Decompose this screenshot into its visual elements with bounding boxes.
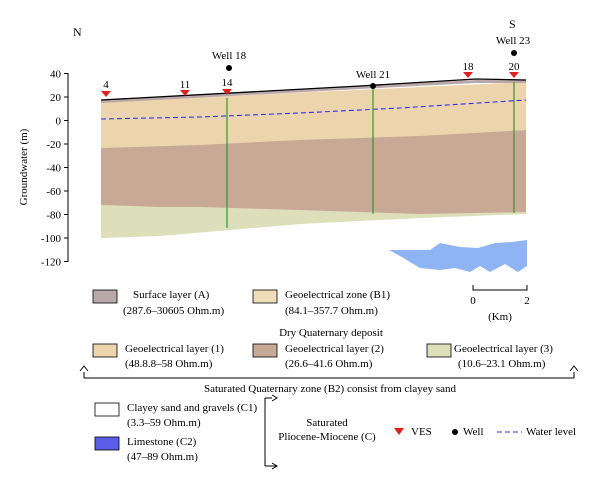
legend-ves-symbol [394, 428, 404, 435]
ves-label-14: 14 [222, 77, 234, 89]
legend-limestone-c2-name: Limestone (C2) [127, 436, 197, 448]
legend-layer1-range: (48.8.8–58 Ohm.m) [125, 358, 213, 370]
legend-surface-layer-range: (287.6–30605 Ohm.m) [123, 305, 224, 317]
saturated-b2-bracket [79, 365, 579, 379]
legend-layer3-range: (10.6–23.1 Ohm.m) [458, 358, 546, 370]
legend-layer2-range: (26.6–41.6 Ohm.m) [285, 358, 373, 370]
ves-marker-20 [509, 72, 519, 78]
limestone-body [389, 240, 527, 272]
legend-pliocene-line1: Saturated [306, 417, 348, 429]
legend-saturated-b2-heading: Saturated Quaternary zone (B2) consist f… [204, 383, 456, 395]
pliocene-bracket [264, 394, 278, 470]
scale-bar-unit: (Km) [488, 311, 512, 323]
legend-layer1-name: Geoelectrical layer (1) [125, 343, 224, 355]
ves-label-18: 18 [463, 61, 475, 73]
legend-zone-b1-range: (84.1–357.7 Ohm.m) [285, 305, 378, 317]
legend-water-level-label: Water level [526, 426, 576, 438]
legend-swatch-layer1 [92, 343, 118, 358]
well-marker-18 [226, 65, 232, 71]
ves-marker-18 [463, 72, 473, 78]
y-axis-ticks: 40 20 0 -20 -40 -60 -80 -100 -120 [41, 69, 68, 269]
ves-label-11: 11 [180, 79, 191, 91]
scale-bar-min: 0 [470, 295, 476, 307]
legend-swatch-limestone-c2 [94, 436, 120, 451]
legend-limestone-c2-range: (47–89 Ohm.m) [127, 451, 198, 463]
cross-section [100, 78, 527, 238]
legend-well-symbol [452, 429, 458, 435]
ves-marker-11 [180, 90, 190, 96]
well-marker-21 [370, 83, 376, 89]
surface-layer [101, 80, 526, 103]
y-tick-label: 0 [56, 116, 62, 128]
y-axis: 40 20 0 -20 -40 -60 -80 -100 -120 Groundwater (m… [18, 69, 69, 269]
layer2-region [101, 130, 526, 214]
ves-marker-14 [222, 89, 232, 95]
legend-swatch-surface-layer [92, 289, 118, 304]
well-label-21: Well 21 [356, 69, 390, 81]
y-tick-label: -120 [41, 257, 62, 269]
north-label: N [73, 25, 82, 39]
legend-zone-b1-name: Geoelectrical zone (B1) [285, 289, 390, 301]
legend-ves-label: VES [411, 426, 432, 438]
legend-clayey-c1-range: (3.3–59 Ohm.m) [127, 417, 201, 429]
legend-swatch-layer2 [252, 343, 278, 358]
y-tick-label: 40 [50, 69, 62, 81]
well-marker-23 [511, 50, 517, 56]
south-label: S [509, 17, 516, 31]
y-tick-label: -100 [41, 233, 62, 245]
y-tick-label: -60 [46, 186, 61, 198]
legend-layer2-name: Geoelectrical layer (2) [285, 343, 384, 355]
scale-bar: 0 2 (Km) [470, 285, 530, 323]
well-label-18: Well 18 [212, 50, 247, 62]
well-markers: Well 18 Well 21 Well 23 [212, 35, 531, 89]
legend-swatch-zone-b1 [252, 289, 278, 304]
legend-dry-deposit-heading: Dry Quaternary deposit [279, 327, 383, 339]
y-axis-label: Groundwater (m) [18, 128, 30, 205]
legend-well-label: Well [463, 426, 484, 438]
ves-label-4: 4 [103, 79, 109, 91]
legend-pliocene-line2: Pliocene-Miocene (C) [278, 431, 376, 443]
legend-layer3-name: Geoelectrical layer (3) [454, 343, 553, 355]
well-label-23: Well 23 [496, 35, 531, 47]
legend: Surface layer (A) (287.6–30605 Ohm.m) Ge… [79, 289, 579, 470]
water-level-line [100, 99, 527, 120]
y-tick-label: 20 [50, 92, 62, 104]
ves-label-20: 20 [509, 61, 521, 73]
legend-surface-layer-name: Surface layer (A) [133, 289, 210, 301]
y-tick-label: -20 [46, 139, 61, 151]
scale-bar-max: 2 [524, 295, 530, 307]
layer1-region [101, 82, 526, 148]
y-tick-label: -80 [46, 210, 61, 222]
ground-surface-line [100, 78, 527, 101]
ves-marker-4 [101, 91, 111, 97]
legend-swatch-layer3 [426, 343, 452, 358]
y-tick-label: -40 [46, 163, 61, 175]
legend-swatch-clayey-c1 [94, 402, 120, 417]
legend-clayey-c1-name: Clayey sand and gravels (C1) [127, 402, 257, 414]
ves-markers: 4 11 14 18 20 [101, 61, 520, 97]
